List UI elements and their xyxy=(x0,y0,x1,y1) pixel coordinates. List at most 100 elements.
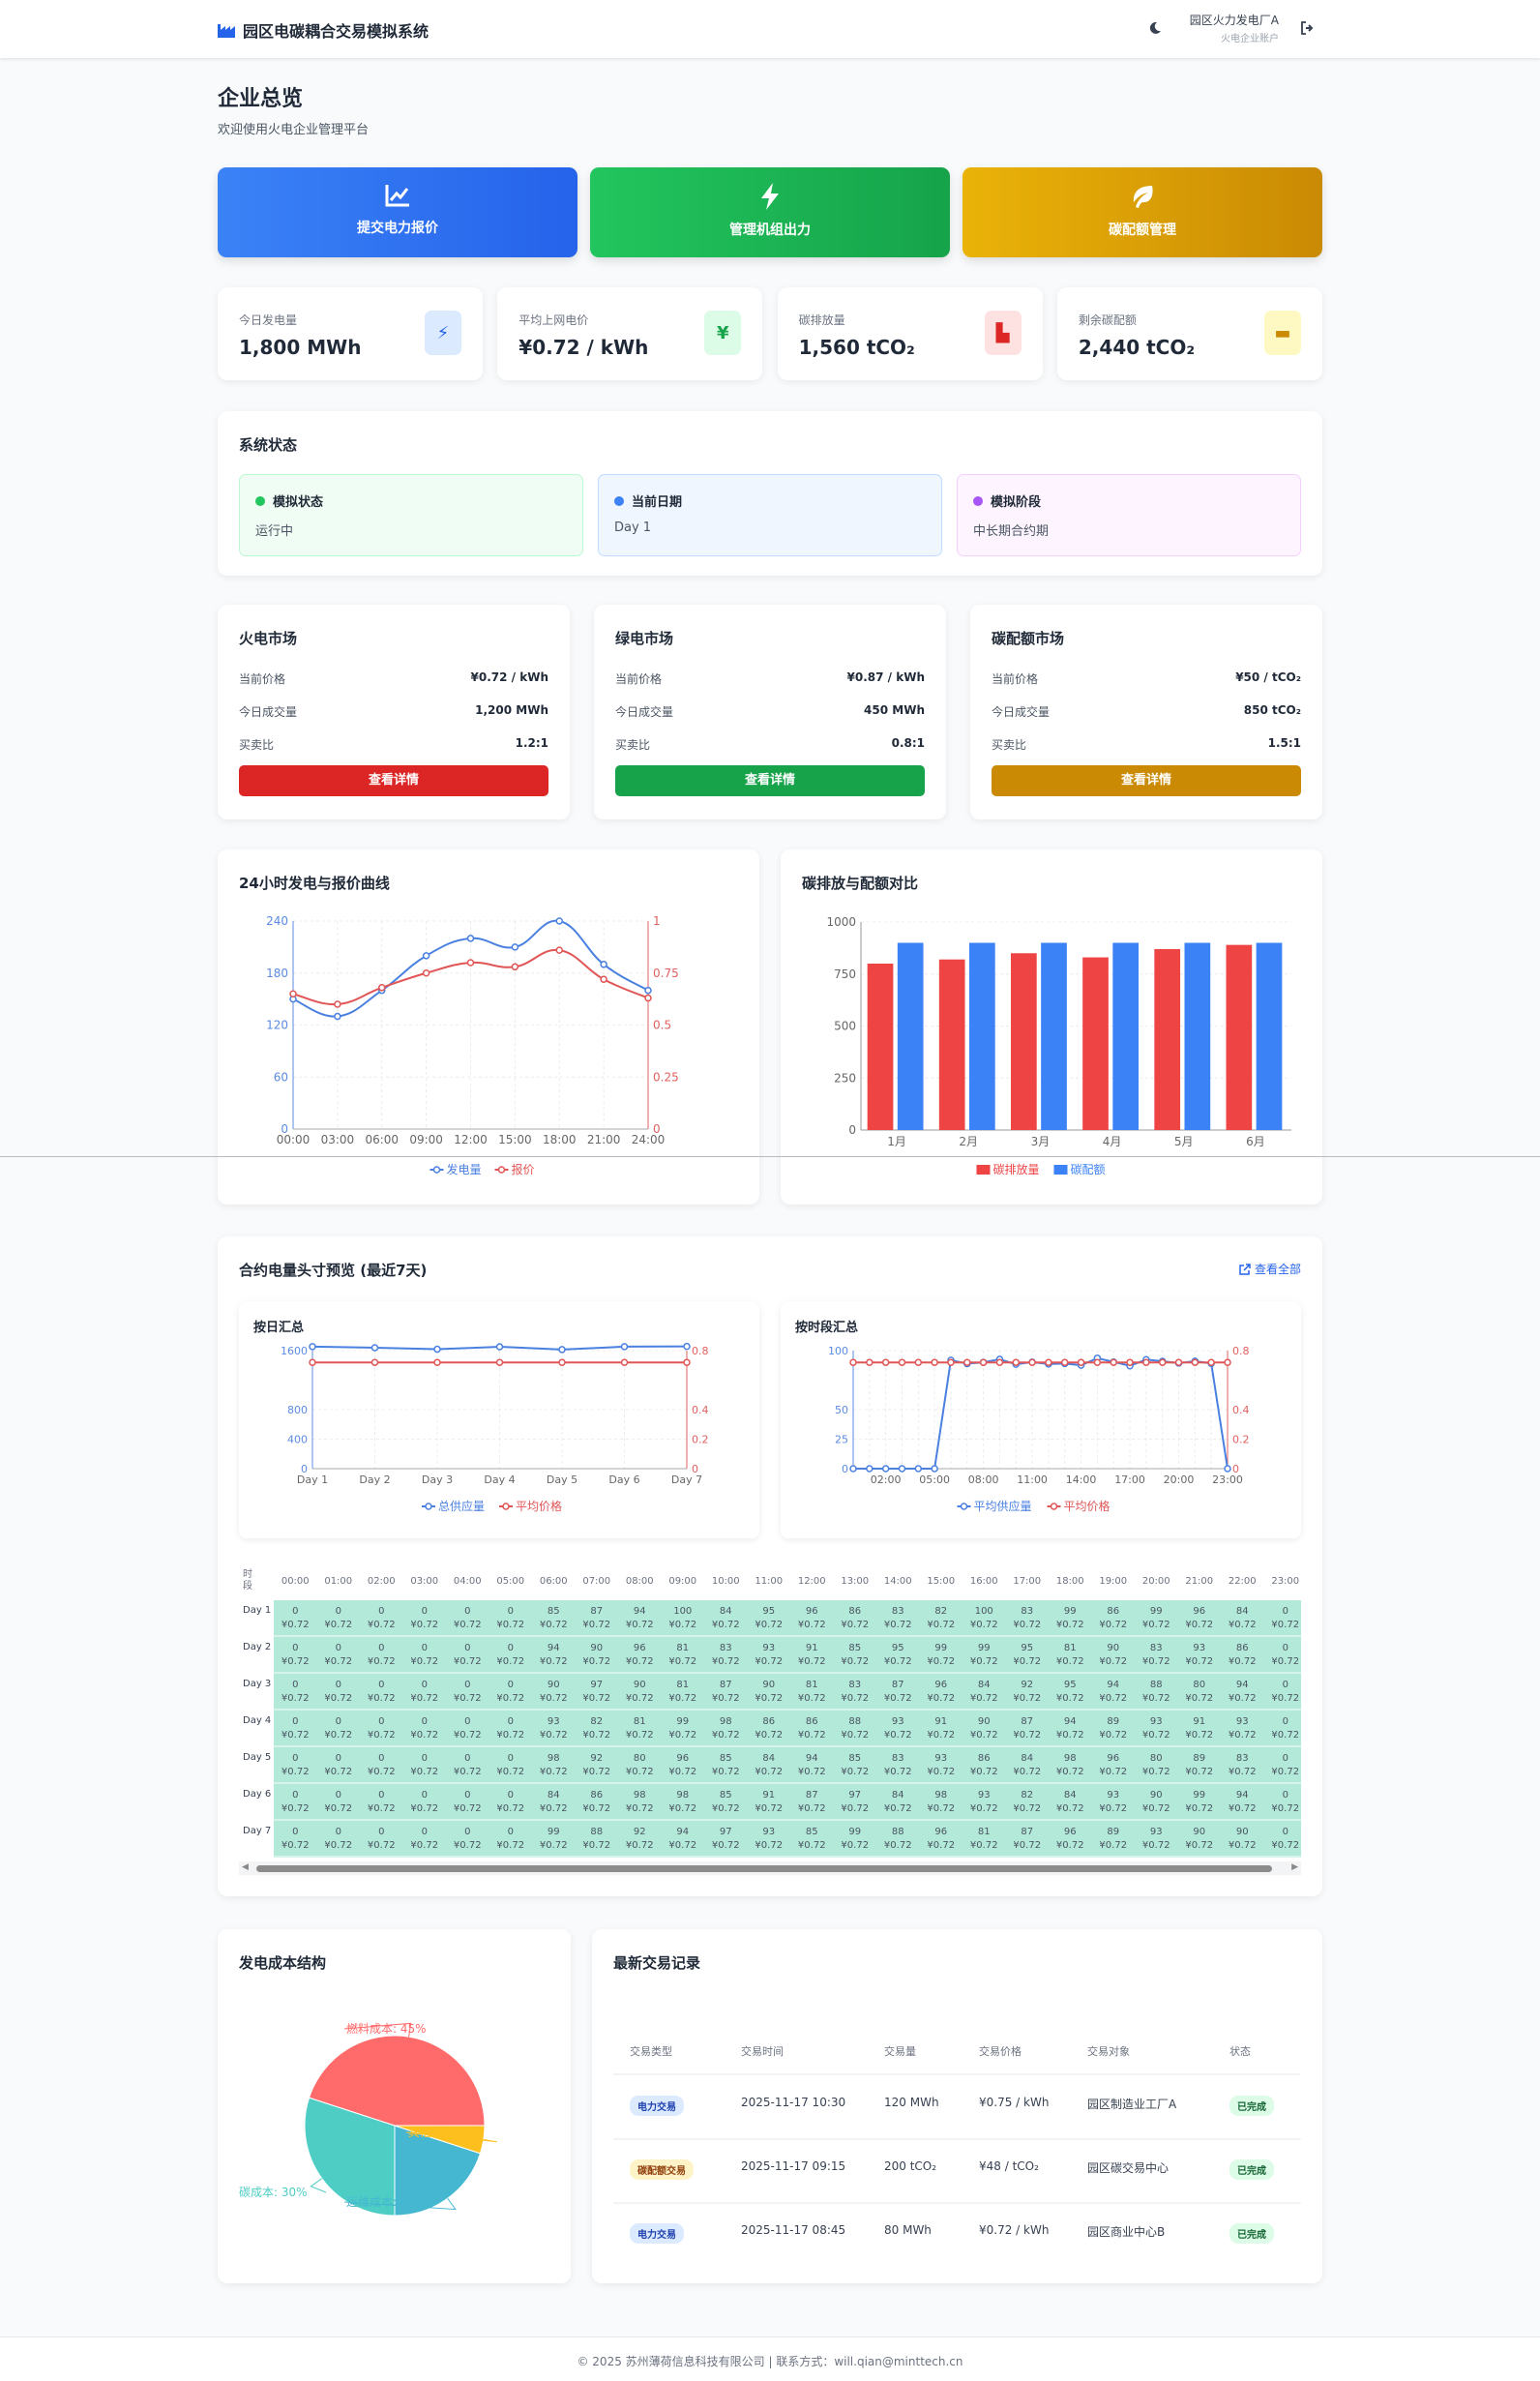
position-cell[interactable]: 88 ¥0.72 xyxy=(876,1821,920,1858)
position-cell[interactable]: 0 ¥0.72 xyxy=(489,1711,532,1747)
position-cell[interactable]: 86 ¥0.72 xyxy=(790,1711,834,1747)
position-cell[interactable]: 94 ¥0.72 xyxy=(1091,1674,1135,1711)
position-cell[interactable]: 98 ¥0.72 xyxy=(618,1784,662,1821)
position-cell[interactable]: 87 ¥0.72 xyxy=(575,1600,618,1637)
position-cell[interactable]: 84 ¥0.72 xyxy=(532,1784,576,1821)
position-cell[interactable]: 0 ¥0.72 xyxy=(1263,1784,1301,1821)
position-cell[interactable]: 0 ¥0.72 xyxy=(1263,1674,1301,1711)
position-cell[interactable]: 89 ¥0.72 xyxy=(1091,1821,1135,1858)
position-cell[interactable]: 0 ¥0.72 xyxy=(446,1637,489,1674)
position-cell[interactable]: 0 ¥0.72 xyxy=(1263,1747,1301,1784)
view-details-button[interactable]: 查看详情 xyxy=(992,765,1301,796)
position-cell[interactable]: 85 ¥0.72 xyxy=(833,1637,876,1674)
position-cell[interactable]: 0 ¥0.72 xyxy=(360,1674,403,1711)
position-cell[interactable]: 0 ¥0.72 xyxy=(316,1637,360,1674)
position-cell[interactable]: 99 ¥0.72 xyxy=(1135,1600,1178,1637)
position-cell[interactable]: 82 ¥0.72 xyxy=(575,1711,618,1747)
position-cell[interactable]: 91 ¥0.72 xyxy=(747,1784,790,1821)
position-cell[interactable]: 90 ¥0.72 xyxy=(962,1711,1006,1747)
position-cell[interactable]: 99 ¥0.72 xyxy=(661,1711,704,1747)
view-details-button[interactable]: 查看详情 xyxy=(239,765,548,796)
position-cell[interactable]: 0 ¥0.72 xyxy=(360,1747,403,1784)
position-cell[interactable]: 99 ¥0.72 xyxy=(962,1637,1006,1674)
position-cell[interactable]: 99 ¥0.72 xyxy=(833,1821,876,1858)
app-logo[interactable]: 园区电碳耦合交易模拟系统 xyxy=(218,18,429,42)
position-cell[interactable]: 0 ¥0.72 xyxy=(489,1821,532,1858)
scroll-left-icon[interactable]: ◀ xyxy=(242,1862,249,1872)
position-cell[interactable]: 81 ¥0.72 xyxy=(661,1674,704,1711)
position-cell[interactable]: 92 ¥0.72 xyxy=(575,1747,618,1784)
position-cell[interactable]: 84 ¥0.72 xyxy=(1005,1747,1049,1784)
position-cell[interactable]: 0 ¥0.72 xyxy=(316,1747,360,1784)
position-cell[interactable]: 82 ¥0.72 xyxy=(1005,1784,1049,1821)
position-cell[interactable]: 89 ¥0.72 xyxy=(1091,1711,1135,1747)
position-cell[interactable]: 93 ¥0.72 xyxy=(1221,1711,1264,1747)
position-cell[interactable]: 0 ¥0.72 xyxy=(1263,1600,1301,1637)
position-cell[interactable]: 91 ¥0.72 xyxy=(919,1711,962,1747)
position-cell[interactable]: 0 ¥0.72 xyxy=(316,1784,360,1821)
trade-row[interactable]: 电力交易 2025-11-17 10:30 120 MWh ¥0.75 / kW… xyxy=(613,2096,1301,2140)
position-cell[interactable]: 0 ¥0.72 xyxy=(446,1747,489,1784)
position-cell[interactable]: 0 ¥0.72 xyxy=(402,1747,446,1784)
scroll-right-icon[interactable]: ▶ xyxy=(1291,1862,1298,1872)
position-cell[interactable]: 80 ¥0.72 xyxy=(1177,1674,1221,1711)
position-cell[interactable]: 94 ¥0.72 xyxy=(1049,1711,1092,1747)
position-cell[interactable]: 84 ¥0.72 xyxy=(876,1784,920,1821)
position-cell[interactable]: 97 ¥0.72 xyxy=(704,1821,748,1858)
position-cell[interactable]: 0 ¥0.72 xyxy=(402,1637,446,1674)
user-info[interactable]: 园区火力发电厂A 火电企业账户 xyxy=(1190,12,1279,45)
position-cell[interactable]: 95 ¥0.72 xyxy=(747,1600,790,1637)
position-cell[interactable]: 0 ¥0.72 xyxy=(446,1674,489,1711)
position-cell[interactable]: 96 ¥0.72 xyxy=(919,1821,962,1858)
position-cell[interactable]: 96 ¥0.72 xyxy=(790,1600,834,1637)
position-cell[interactable]: 92 ¥0.72 xyxy=(618,1821,662,1858)
position-cell[interactable]: 0 ¥0.72 xyxy=(1263,1711,1301,1747)
position-cell[interactable]: 83 ¥0.72 xyxy=(1005,1600,1049,1637)
position-cell[interactable]: 86 ¥0.72 xyxy=(833,1600,876,1637)
position-cell[interactable]: 87 ¥0.72 xyxy=(876,1674,920,1711)
position-cell[interactable]: 0 ¥0.72 xyxy=(1263,1637,1301,1674)
position-cell[interactable]: 93 ¥0.72 xyxy=(919,1747,962,1784)
position-cell[interactable]: 95 ¥0.72 xyxy=(876,1637,920,1674)
trade-row[interactable]: 电力交易 2025-11-17 08:45 80 MWh ¥0.72 / kWh… xyxy=(613,2223,1301,2268)
position-cell[interactable]: 0 ¥0.72 xyxy=(316,1674,360,1711)
position-cell[interactable]: 0 ¥0.72 xyxy=(274,1674,317,1711)
position-cell[interactable]: 96 ¥0.72 xyxy=(1049,1821,1092,1858)
position-cell[interactable]: 93 ¥0.72 xyxy=(1177,1637,1221,1674)
view-details-button[interactable]: 查看详情 xyxy=(615,765,925,796)
position-cell[interactable]: 90 ¥0.72 xyxy=(1091,1637,1135,1674)
position-cell[interactable]: 87 ¥0.72 xyxy=(1005,1711,1049,1747)
position-cell[interactable]: 84 ¥0.72 xyxy=(1221,1600,1264,1637)
position-cell[interactable]: 83 ¥0.72 xyxy=(704,1637,748,1674)
position-cell[interactable]: 0 ¥0.72 xyxy=(274,1711,317,1747)
position-cell[interactable]: 96 ¥0.72 xyxy=(919,1674,962,1711)
position-cell[interactable]: 86 ¥0.72 xyxy=(575,1784,618,1821)
position-cell[interactable]: 98 ¥0.72 xyxy=(919,1784,962,1821)
position-cell[interactable]: 0 ¥0.72 xyxy=(274,1600,317,1637)
position-cell[interactable]: 0 ¥0.72 xyxy=(274,1821,317,1858)
position-cell[interactable]: 98 ¥0.72 xyxy=(532,1747,576,1784)
view-all-link[interactable]: 查看全部 xyxy=(1239,1261,1301,1277)
position-cell[interactable]: 0 ¥0.72 xyxy=(402,1600,446,1637)
manage-units-button[interactable]: 管理机组出力 xyxy=(590,167,950,257)
position-cell[interactable]: 88 ¥0.72 xyxy=(575,1821,618,1858)
position-cell[interactable]: 82 ¥0.72 xyxy=(919,1600,962,1637)
position-cell[interactable]: 0 ¥0.72 xyxy=(489,1674,532,1711)
position-cell[interactable]: 92 ¥0.72 xyxy=(1005,1674,1049,1711)
position-cell[interactable]: 85 ¥0.72 xyxy=(704,1784,748,1821)
position-cell[interactable]: 96 ¥0.72 xyxy=(1177,1600,1221,1637)
position-cell[interactable]: 98 ¥0.72 xyxy=(1049,1747,1092,1784)
position-cell[interactable]: 87 ¥0.72 xyxy=(790,1784,834,1821)
position-cell[interactable]: 84 ¥0.72 xyxy=(1049,1784,1092,1821)
position-cell[interactable]: 97 ¥0.72 xyxy=(833,1784,876,1821)
position-cell[interactable]: 99 ¥0.72 xyxy=(1049,1600,1092,1637)
position-cell[interactable]: 93 ¥0.72 xyxy=(747,1637,790,1674)
position-cell[interactable]: 94 ¥0.72 xyxy=(661,1821,704,1858)
position-cell[interactable]: 86 ¥0.72 xyxy=(1221,1637,1264,1674)
position-cell[interactable]: 0 ¥0.72 xyxy=(446,1821,489,1858)
position-cell[interactable]: 90 ¥0.72 xyxy=(532,1674,576,1711)
position-cell[interactable]: 0 ¥0.72 xyxy=(1263,1821,1301,1858)
position-cell[interactable]: 89 ¥0.72 xyxy=(1177,1747,1221,1784)
position-cell[interactable]: 84 ¥0.72 xyxy=(747,1747,790,1784)
position-cell[interactable]: 83 ¥0.72 xyxy=(876,1600,920,1637)
